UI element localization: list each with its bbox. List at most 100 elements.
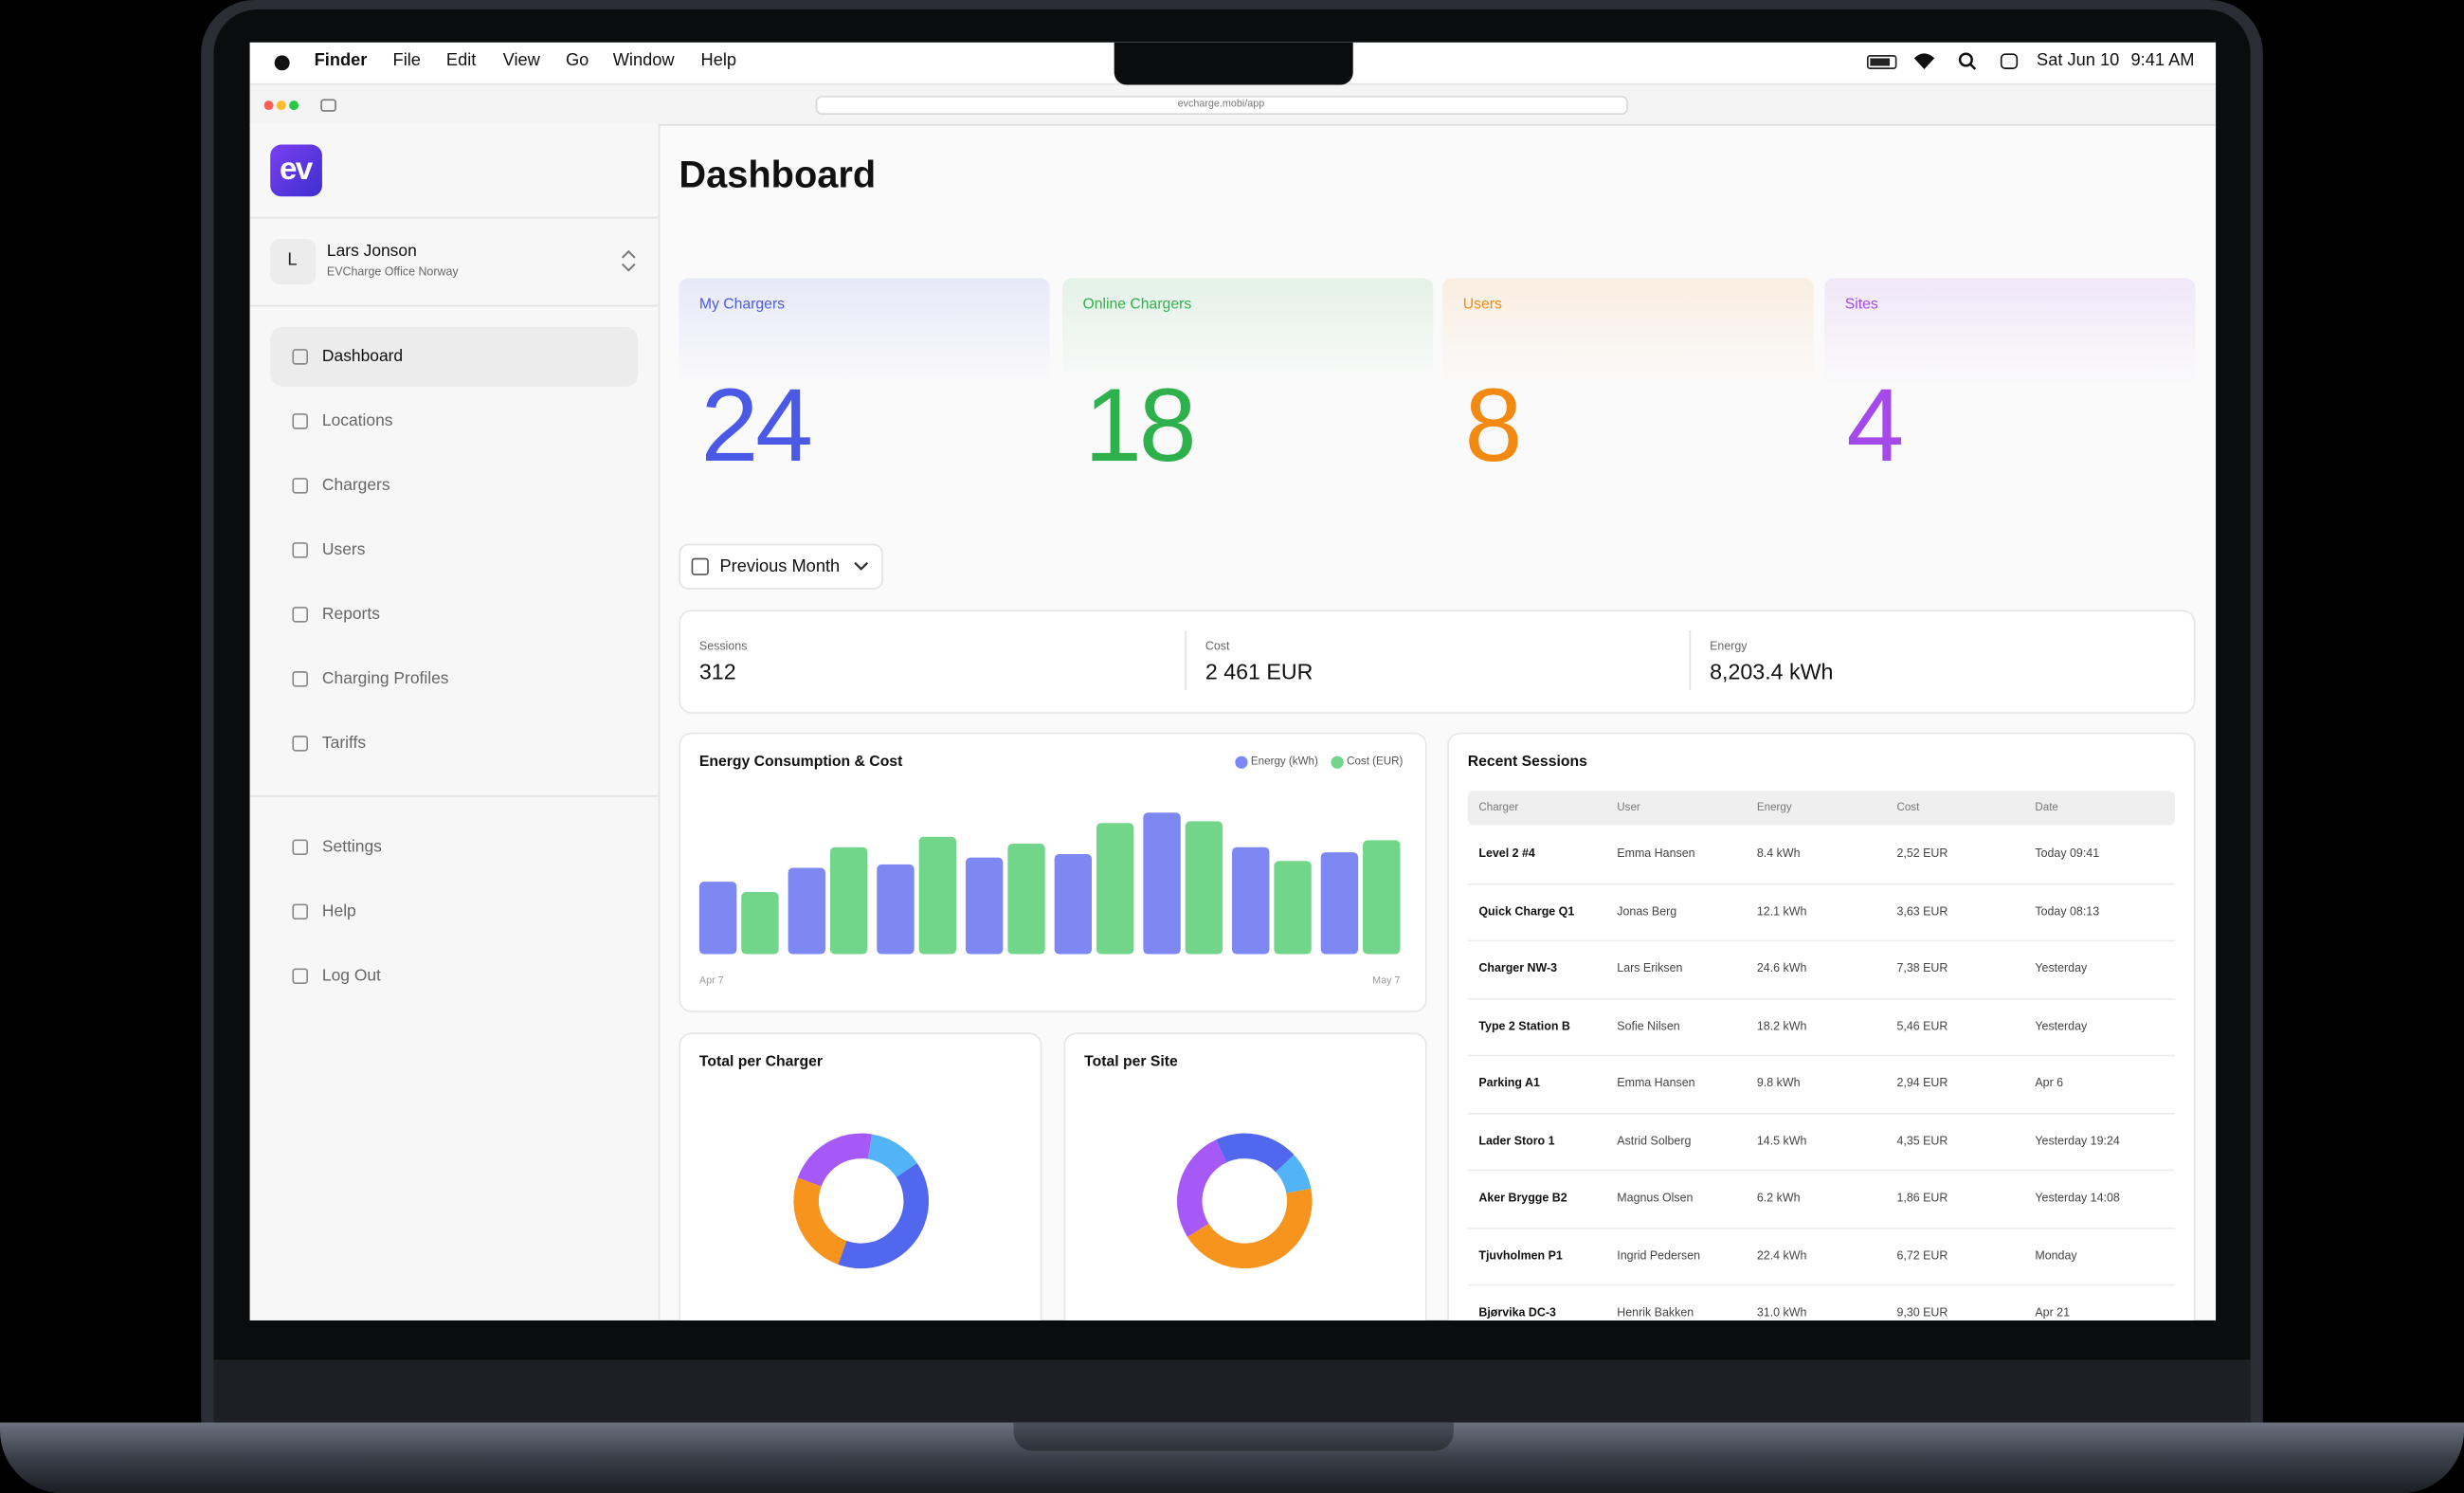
x-tick-label: May 7 xyxy=(1372,975,1401,987)
base-notch xyxy=(1013,1422,1454,1451)
stat-card xyxy=(1824,278,2196,474)
nav-item[interactable]: Users xyxy=(321,540,366,559)
nav-item[interactable]: Reports xyxy=(321,604,380,624)
bar xyxy=(1185,821,1223,955)
menu-item[interactable]: View xyxy=(502,50,540,70)
table-cell: 24.6 kWh xyxy=(1756,960,1807,975)
nav-item[interactable]: Tariffs xyxy=(321,733,367,753)
menu-item[interactable]: Help xyxy=(700,50,737,70)
stat-value: 24 xyxy=(700,366,813,483)
table-cell: Lars Eriksen xyxy=(1617,960,1683,975)
legend-swatch xyxy=(1235,756,1248,769)
summary-card xyxy=(679,610,2196,714)
nav-item[interactable]: Dashboard xyxy=(321,347,404,366)
summary-value: 2 461 EUR xyxy=(1205,658,1314,684)
nav-icon xyxy=(292,542,309,558)
table-cell: 6.2 kWh xyxy=(1756,1190,1801,1205)
control-center-icon xyxy=(2000,53,2019,69)
summary-value: 312 xyxy=(698,658,736,684)
nav-item[interactable]: Log Out xyxy=(321,966,381,986)
table-cell: Apr 6 xyxy=(2035,1075,2064,1090)
legend-label: Cost (EUR) xyxy=(1347,756,1404,769)
table-cell: Yesterday 19:24 xyxy=(2035,1133,2120,1148)
menu-item[interactable]: Go xyxy=(565,50,589,70)
legend-swatch xyxy=(1331,756,1344,769)
row-divider xyxy=(1467,939,2175,942)
table-cell: 2,94 EUR xyxy=(1896,1075,1948,1090)
stat-card xyxy=(1442,278,1814,474)
table-cell: Henrik Bakken xyxy=(1617,1304,1694,1320)
calendar-icon xyxy=(691,557,709,575)
nav-item[interactable]: Chargers xyxy=(321,476,390,495)
period-label[interactable]: Previous Month xyxy=(719,556,841,576)
nav-item[interactable]: Charging Profiles xyxy=(321,668,449,688)
avatar-initial: L xyxy=(287,250,298,270)
nav-item[interactable]: Settings xyxy=(321,837,382,857)
table-cell: 14.5 kWh xyxy=(1756,1133,1807,1148)
table-cell: Magnus Olsen xyxy=(1617,1190,1694,1205)
table-cell: 7,38 EUR xyxy=(1896,960,1948,975)
nav-icon xyxy=(292,671,309,687)
donut-segment xyxy=(867,1134,917,1177)
user-org: EVCharge Office Norway xyxy=(326,264,459,279)
period-button[interactable] xyxy=(679,543,883,590)
menu-item[interactable]: File xyxy=(392,50,421,70)
table-cell: Today 09:41 xyxy=(2035,846,2100,861)
sidebar-toggle[interactable] xyxy=(320,99,336,112)
donut xyxy=(1176,1133,1313,1269)
stat-label: Users xyxy=(1462,296,1502,314)
stat-card xyxy=(679,278,1050,474)
bar xyxy=(1007,844,1045,955)
table-cell: Parking A1 xyxy=(1478,1075,1540,1090)
camera-notch xyxy=(1114,42,1353,85)
table-cell: 4,35 EUR xyxy=(1896,1133,1948,1148)
table-cell: 22.4 kWh xyxy=(1756,1247,1807,1263)
donut-segment xyxy=(1176,1139,1227,1237)
wifi-icon xyxy=(1913,53,1935,69)
bar xyxy=(829,847,868,955)
donut-segment xyxy=(793,1177,847,1265)
chart-card xyxy=(679,1032,1042,1320)
table-cell: Apr 21 xyxy=(2035,1304,2071,1320)
table-cell: Emma Hansen xyxy=(1617,846,1695,861)
donut-segment xyxy=(1216,1133,1295,1173)
stat-card xyxy=(1061,278,1434,474)
url-text[interactable]: evcharge.mobi/app xyxy=(1177,99,1265,110)
chart-card xyxy=(1063,1032,1427,1320)
donut-segment xyxy=(1187,1188,1313,1269)
row-divider xyxy=(1467,997,2175,999)
sessions-card xyxy=(1447,732,2196,1320)
bar xyxy=(1143,812,1181,955)
row-divider xyxy=(1467,1112,2175,1114)
window-button[interactable] xyxy=(276,100,286,111)
table-cell: Quick Charge Q1 xyxy=(1478,903,1575,918)
window-button[interactable] xyxy=(289,100,299,111)
table-cell: Bjørvika DC-3 xyxy=(1478,1304,1556,1320)
page-title: Dashboard xyxy=(679,154,877,197)
nav-item[interactable]: Help xyxy=(321,901,356,921)
nav-icon xyxy=(292,736,309,752)
nav-item[interactable]: Locations xyxy=(321,411,393,430)
bar xyxy=(741,892,779,955)
table-header xyxy=(1467,791,2175,826)
bar xyxy=(918,836,957,955)
table-cell: Yesterday xyxy=(2035,1018,2088,1033)
dropdown-chevron xyxy=(854,561,869,571)
search-icon xyxy=(1958,52,1977,70)
bar xyxy=(1232,847,1270,955)
wifi-shape xyxy=(1913,53,1935,69)
menu-app[interactable]: Finder xyxy=(314,50,368,70)
menu-item[interactable]: Window xyxy=(612,50,675,70)
window-button[interactable] xyxy=(263,100,274,111)
nav-icon xyxy=(292,839,309,856)
nav-icon xyxy=(292,903,309,920)
summary-label: Cost xyxy=(1205,638,1230,653)
table-cell: Charger NW-3 xyxy=(1478,960,1558,975)
bar xyxy=(877,864,915,955)
table-cell: Level 2 #4 xyxy=(1478,846,1535,861)
url-bar[interactable] xyxy=(815,96,1628,116)
divider xyxy=(249,216,659,219)
table-cell: 9,30 EUR xyxy=(1896,1304,1948,1320)
menu-item[interactable]: Edit xyxy=(445,50,477,70)
